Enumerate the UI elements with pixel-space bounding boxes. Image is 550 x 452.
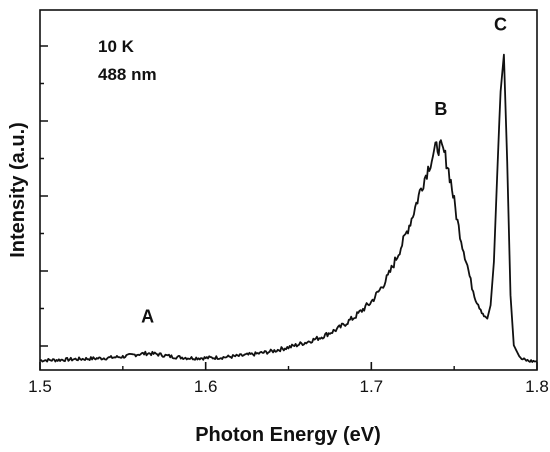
x-tick-label: 1.7 [360, 377, 384, 396]
x-axis-title: Photon Energy (eV) [195, 424, 381, 446]
x-axis-ticks: 1.5 1.6 1.7 1.8 [28, 362, 549, 396]
peak-label-a: A [141, 307, 154, 327]
x-tick-label: 1.8 [525, 377, 549, 396]
x-tick-label: 1.5 [28, 377, 52, 396]
y-axis-ticks [40, 45, 48, 347]
peak-label-c: C [494, 15, 507, 35]
y-axis-title: Intensity (a.u.) [7, 122, 29, 258]
peak-label-b: B [434, 99, 447, 119]
annotation-temperature: 10 K [98, 37, 135, 56]
x-tick-label: 1.6 [194, 377, 218, 396]
series-line [39, 53, 538, 363]
annotation-wavelength: 488 nm [98, 65, 157, 84]
plot-frame [39, 9, 538, 371]
